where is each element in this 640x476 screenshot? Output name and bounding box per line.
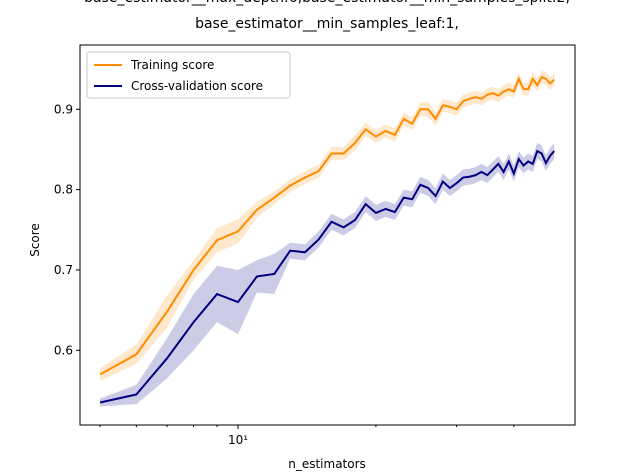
y-tick-label: 0.9 — [54, 102, 73, 116]
line — [99, 75, 555, 376]
y-tick-label: 0.6 — [54, 343, 73, 357]
line — [99, 149, 555, 404]
legend-label: Cross-validation score — [131, 79, 263, 93]
legend-label: Training score — [130, 58, 214, 72]
y-tick-label: 0.8 — [54, 183, 73, 197]
y-axis-label: Score — [28, 223, 42, 257]
plot-frame — [79, 44, 576, 426]
x-tick-label: 10¹ — [228, 433, 248, 447]
chart-title: base_estimator__min_samples_leaf:1, — [195, 16, 459, 32]
band — [100, 70, 555, 381]
y-tick-label: 0.7 — [54, 263, 73, 277]
chart-title: base_estimator__max_depth:6,base_estimat… — [84, 0, 570, 6]
x-axis-label: n_estimators — [288, 457, 366, 471]
band — [100, 143, 555, 407]
legend-box — [86, 51, 291, 99]
